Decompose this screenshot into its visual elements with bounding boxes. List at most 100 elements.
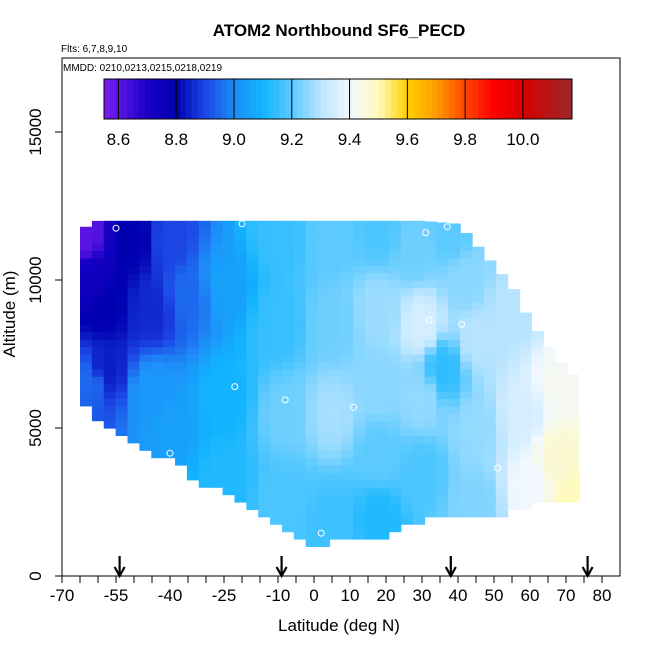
heatmap-cell — [317, 257, 331, 266]
heatmap-cell — [377, 442, 390, 451]
heatmap-cell — [436, 272, 449, 281]
heatmap-cell — [293, 465, 307, 473]
heatmap-cell — [567, 450, 580, 459]
heatmap-cell — [317, 465, 331, 473]
heatmap-cell — [281, 346, 295, 355]
heatmap-cell — [353, 516, 366, 525]
sample-point — [458, 320, 466, 328]
heatmap-cell — [246, 450, 259, 459]
heatmap-cell — [115, 361, 129, 370]
heatmap-cell — [424, 361, 437, 370]
heatmap-cell — [175, 235, 188, 244]
heatmap-cell — [495, 450, 509, 459]
heatmap-cell — [175, 228, 188, 237]
heatmap-cell — [127, 339, 140, 348]
heatmap-cell — [293, 324, 307, 333]
heatmap-cell — [424, 221, 437, 229]
heatmap-cell — [400, 472, 414, 481]
heatmap-cell — [293, 502, 307, 510]
heatmap-cell — [412, 487, 426, 496]
heatmap-cell — [305, 428, 319, 436]
heatmap-cell — [151, 302, 164, 311]
heatmap-cell — [436, 257, 449, 266]
heatmap-cell — [175, 287, 188, 296]
sample-points — [72, 220, 502, 537]
heatmap-cell — [365, 531, 378, 540]
sample-point — [317, 529, 325, 537]
heatmap-cell — [400, 265, 414, 274]
heatmap-cell — [139, 354, 152, 362]
heatmap-cell — [186, 428, 200, 436]
heatmap-cell — [424, 405, 437, 414]
heatmap-cell — [436, 235, 449, 244]
heatmap-cell — [163, 309, 176, 318]
heatmap-cell — [483, 398, 497, 407]
heatmap-cell — [222, 294, 236, 303]
y-tick-label: 15000 — [26, 108, 45, 155]
heatmap-cell — [258, 420, 271, 429]
heatmap-cell — [448, 346, 461, 355]
heatmap-cell — [115, 272, 129, 281]
heatmap-cell — [353, 383, 366, 392]
heatmap-cell — [270, 324, 283, 333]
heatmap-cell — [281, 280, 295, 288]
heatmap-cell — [258, 428, 271, 436]
heatmap-cell — [436, 428, 449, 436]
heatmap-cell — [91, 368, 105, 377]
heatmap-cell — [91, 265, 105, 274]
heatmap-cell — [567, 405, 580, 414]
heatmap-cell — [234, 398, 247, 407]
heatmap-cell — [103, 220, 117, 229]
y-tick-label: 10000 — [26, 256, 45, 303]
heatmap-cell — [460, 383, 473, 392]
heatmap-cell — [388, 331, 402, 340]
heatmap-cell — [412, 324, 426, 333]
heatmap-cell — [281, 250, 295, 259]
heatmap-cell — [258, 502, 271, 510]
heatmap-cell — [567, 376, 580, 385]
heatmap-cell — [483, 435, 497, 444]
heatmap-cell — [507, 324, 521, 333]
heatmap-cell — [460, 309, 473, 318]
heatmap-cell — [507, 494, 521, 503]
heatmap-cell — [281, 398, 295, 407]
heatmap-cell — [198, 465, 212, 473]
heatmap-cell — [424, 257, 437, 266]
heatmap-cell — [329, 228, 342, 237]
heatmap-cell — [460, 502, 473, 510]
heatmap-cell — [281, 317, 295, 325]
colorbar-cell — [542, 79, 550, 119]
heatmap-cell — [400, 354, 414, 362]
heatmap-cell — [305, 265, 319, 274]
heatmap-cell — [436, 391, 449, 399]
heatmap-cell — [424, 331, 437, 340]
heatmap-cell — [448, 509, 461, 518]
heatmap-cell — [353, 228, 366, 237]
heatmap-cell — [531, 479, 544, 488]
heatmap-cell — [495, 457, 509, 466]
heatmap-cell — [258, 509, 271, 518]
heatmap-cell — [424, 309, 437, 318]
heatmap-cell — [495, 354, 509, 362]
heatmap-cell — [305, 220, 319, 229]
heatmap-cell — [305, 494, 319, 503]
colorbar-cell — [338, 79, 345, 119]
heatmap-cell — [91, 376, 105, 385]
heatmap-cell — [365, 346, 378, 355]
heatmap-cell — [377, 516, 390, 525]
heatmap-cell — [151, 257, 164, 266]
heatmap-cell — [483, 502, 497, 510]
heatmap-cell — [80, 272, 93, 281]
heatmap-cell — [127, 317, 140, 325]
heatmap-cell — [531, 361, 544, 370]
heatmap-cell — [495, 317, 509, 325]
heatmap-cell — [400, 287, 414, 296]
heatmap-cell — [495, 442, 509, 451]
heatmap-cell — [377, 428, 390, 436]
heatmap-cell — [448, 339, 461, 348]
heatmap-cell — [329, 472, 342, 481]
heatmap-cell — [317, 250, 331, 259]
heatmap-cell — [305, 354, 319, 362]
heatmap-cell — [424, 413, 437, 422]
heatmap-cell — [234, 487, 247, 496]
